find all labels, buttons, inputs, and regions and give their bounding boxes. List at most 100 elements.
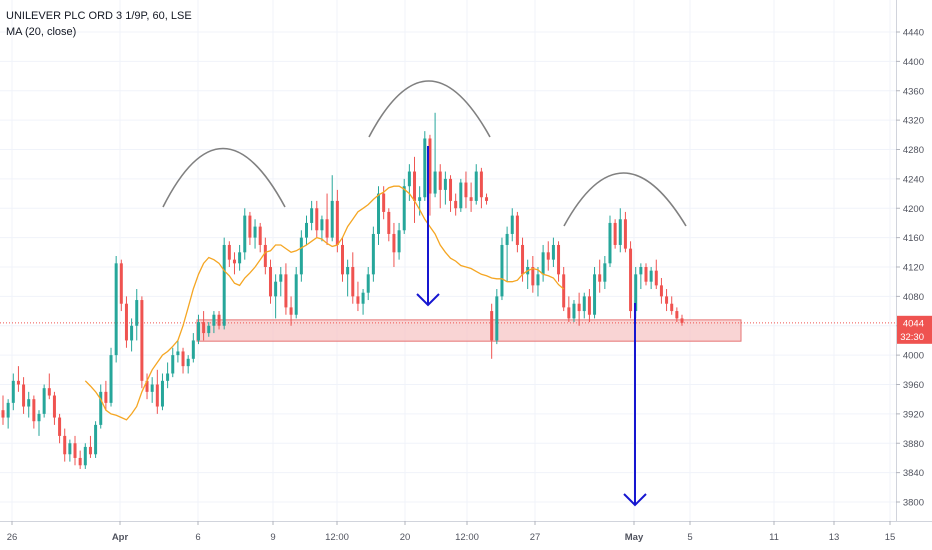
candle: [304, 215, 308, 245]
price-axis-bg: [896, 0, 932, 550]
target-arrow-head: [416, 293, 440, 307]
candle: [320, 215, 324, 242]
candle-body: [577, 303, 581, 312]
candle-body: [541, 252, 545, 275]
candle: [196, 314, 200, 345]
candle-body: [207, 325, 211, 334]
candle-body: [263, 244, 267, 267]
candle-body: [515, 215, 519, 245]
candle-body: [238, 252, 242, 264]
candle: [449, 175, 453, 212]
candle: [109, 347, 113, 407]
candle: [94, 421, 98, 458]
candle-body: [510, 215, 514, 234]
candle: [83, 443, 87, 469]
candle-body: [78, 457, 82, 466]
price-tick-label: 4280: [903, 145, 924, 156]
time-tick-label: Apr: [112, 532, 129, 543]
candle-body: [130, 325, 134, 341]
price-tick-label: 3880: [903, 439, 924, 450]
candle-body: [582, 296, 586, 312]
candle-body: [407, 171, 411, 187]
candle: [397, 222, 401, 260]
candle: [294, 267, 298, 319]
candle-body: [155, 384, 159, 407]
candle-body: [521, 244, 525, 275]
candle: [63, 428, 67, 462]
candle-body: [469, 197, 473, 201]
candle: [505, 226, 509, 282]
price-tick-label: 4320: [903, 116, 924, 127]
candle: [407, 164, 411, 201]
candle-body: [593, 274, 597, 315]
candle: [68, 439, 72, 462]
candle: [675, 307, 679, 323]
candle-body: [649, 270, 653, 282]
candle-body: [47, 388, 51, 396]
candle: [587, 289, 591, 323]
candle-body: [639, 267, 643, 275]
candle: [330, 175, 334, 242]
candle-body: [135, 300, 139, 326]
candle: [191, 333, 195, 363]
symbol-title[interactable]: UNILEVER PLC ORD 3 1/9P, 60, LSE: [6, 10, 192, 22]
time-axis[interactable]: 26 Apr 6 9 12:00 20 12:00 27 May 5 11 13 15: [0, 521, 932, 550]
candle: [541, 244, 545, 282]
candle-body: [382, 193, 386, 212]
candle-body: [572, 303, 576, 319]
candle: [222, 237, 226, 330]
candle-body: [675, 311, 679, 319]
candle-body: [315, 208, 319, 231]
candle-body: [654, 270, 658, 286]
candle-body: [659, 285, 663, 297]
candle-body: [202, 322, 206, 334]
price-axis[interactable]: 3800384038803920396040004040408041204160…: [896, 0, 932, 550]
candle: [181, 347, 185, 374]
candle: [268, 259, 272, 304]
time-tick-label: 11: [769, 532, 779, 543]
candle: [335, 189, 339, 253]
candle-body: [546, 252, 550, 260]
candle: [469, 182, 473, 212]
candle: [145, 373, 149, 400]
candle: [166, 362, 170, 389]
candle-body: [531, 267, 535, 286]
candle-body: [459, 182, 463, 209]
candle: [356, 281, 360, 312]
candle: [577, 292, 581, 326]
indicator-title[interactable]: MA (20, close): [6, 26, 77, 38]
candle-body: [22, 384, 26, 407]
candle: [361, 289, 365, 315]
candle: [274, 274, 278, 319]
time-axis-bg: [0, 521, 932, 550]
grid: [0, 0, 896, 521]
candle: [104, 380, 108, 411]
candle-body: [42, 388, 46, 414]
candle-body: [608, 222, 612, 264]
candle-body: [433, 171, 437, 194]
target-arrow: [416, 146, 440, 307]
candle-body: [52, 395, 56, 418]
candle: [474, 164, 478, 205]
candle-body: [397, 230, 401, 253]
candle-body: [145, 380, 149, 392]
candle: [258, 222, 262, 253]
candle: [212, 311, 216, 334]
candle: [485, 193, 489, 205]
candle: [130, 318, 134, 352]
time-tick-label: May: [625, 532, 644, 543]
candle-body: [351, 267, 355, 297]
candle-body: [423, 138, 427, 198]
price-badge: 4044 32:30: [897, 315, 932, 344]
candle-body: [665, 296, 669, 304]
candle-body: [613, 222, 617, 245]
target-arrow: [623, 303, 647, 507]
candle: [654, 259, 658, 290]
candle-body: [335, 200, 339, 245]
candle: [37, 410, 41, 436]
candle-body: [253, 226, 257, 238]
candle-body: [289, 307, 293, 315]
price-badge-value: 4044: [903, 318, 924, 329]
candle-body: [562, 274, 566, 308]
